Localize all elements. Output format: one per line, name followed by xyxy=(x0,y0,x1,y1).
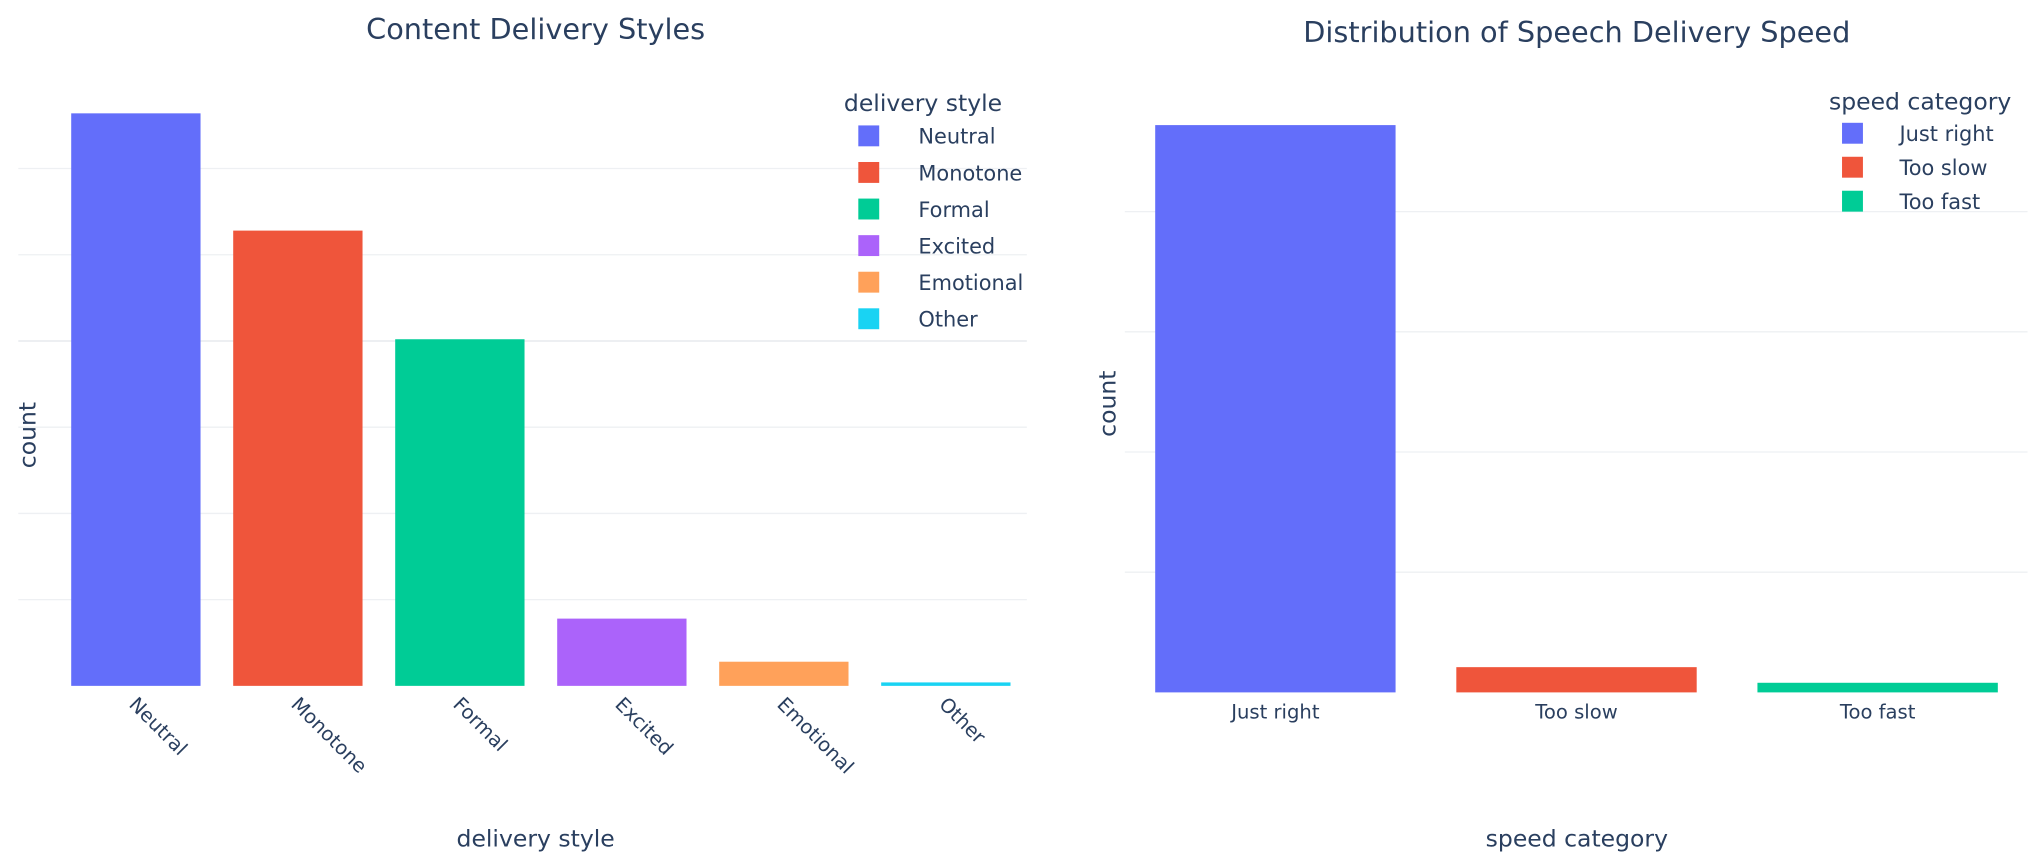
legend-item: Just right xyxy=(1898,122,1994,146)
y-axis-label: count xyxy=(13,402,41,468)
bar-neutral xyxy=(71,113,201,686)
x-tick-label: Monotone xyxy=(286,693,371,778)
legend-swatch xyxy=(858,235,880,257)
legend-item: Too fast xyxy=(1899,190,1981,214)
x-tick-label: Neutral xyxy=(124,693,191,760)
legend-title: delivery style xyxy=(844,89,1002,117)
legend-swatch xyxy=(858,198,880,220)
x-axis-label: speed category xyxy=(1486,825,1668,853)
legend-item: Monotone xyxy=(918,161,1022,185)
chart-delivery-styles: Content Delivery Styles delivery style c… xyxy=(13,12,1027,853)
x-tick-label: Too slow xyxy=(1534,701,1617,724)
chart-title: Distribution of Speech Delivery Speed xyxy=(1303,15,1850,49)
x-tick-label: Formal xyxy=(448,693,511,756)
legend-item: Neutral xyxy=(918,125,995,149)
legend-swatch xyxy=(1842,190,1863,212)
bar-too-fast xyxy=(1757,682,1998,693)
legend-item: Excited xyxy=(918,234,995,258)
legend-swatch xyxy=(1842,156,1863,178)
x-tick-label: Emotional xyxy=(772,693,858,779)
y-axis-label: count xyxy=(1094,371,1122,437)
legend-swatch xyxy=(858,161,880,183)
bar-excited xyxy=(557,618,687,686)
legend-item: Other xyxy=(918,308,978,332)
legend-item: Too slow xyxy=(1899,156,1988,180)
legend-swatch xyxy=(858,271,880,293)
legend-swatch xyxy=(858,125,880,147)
x-tick-label: Just right xyxy=(1229,701,1320,724)
legend-title: speed category xyxy=(1829,88,2011,116)
bar-just-right xyxy=(1155,125,1396,693)
x-tick-label: Too fast xyxy=(1839,701,1916,724)
legend-swatch xyxy=(858,308,880,330)
bar-emotional xyxy=(719,661,849,686)
legend-swatch xyxy=(1842,122,1863,144)
chart-speech-speed: Distribution of Speech Delivery Speed sp… xyxy=(1094,15,2028,853)
x-tick-label: Other xyxy=(934,693,990,749)
bar-too-slow xyxy=(1456,667,1697,693)
bar-formal xyxy=(395,339,525,686)
x-tick-label: Excited xyxy=(610,693,677,760)
x-axis-label: delivery style xyxy=(457,825,615,853)
legend-item: Emotional xyxy=(918,271,1023,295)
legend-item: Formal xyxy=(918,198,989,222)
chart-title: Content Delivery Styles xyxy=(366,12,705,46)
bar-monotone xyxy=(233,230,363,686)
bar-other xyxy=(881,682,1011,686)
